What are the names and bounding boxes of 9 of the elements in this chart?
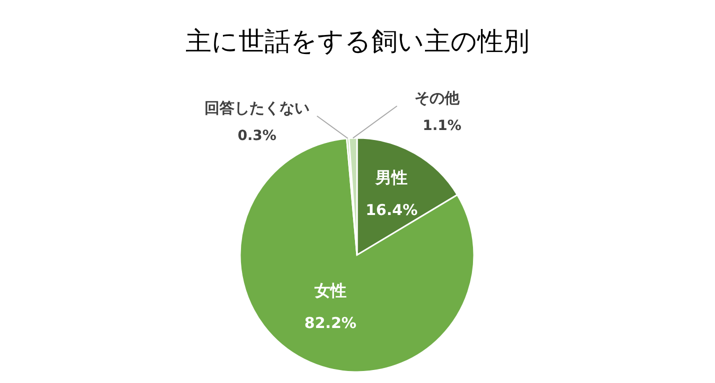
data-label: 1.1%: [422, 118, 462, 134]
data-label: 0.3%: [238, 128, 276, 144]
chart-title: 主に世話をする飼い主の性別: [186, 27, 530, 57]
slice-label: その他: [414, 89, 460, 107]
slice-label: 男性: [374, 168, 408, 187]
slice-label: 回答したくない: [204, 99, 310, 117]
data-label: 82.2%: [304, 314, 356, 332]
slice-label: 女性: [313, 281, 346, 300]
data-label: 16.4%: [366, 200, 418, 219]
